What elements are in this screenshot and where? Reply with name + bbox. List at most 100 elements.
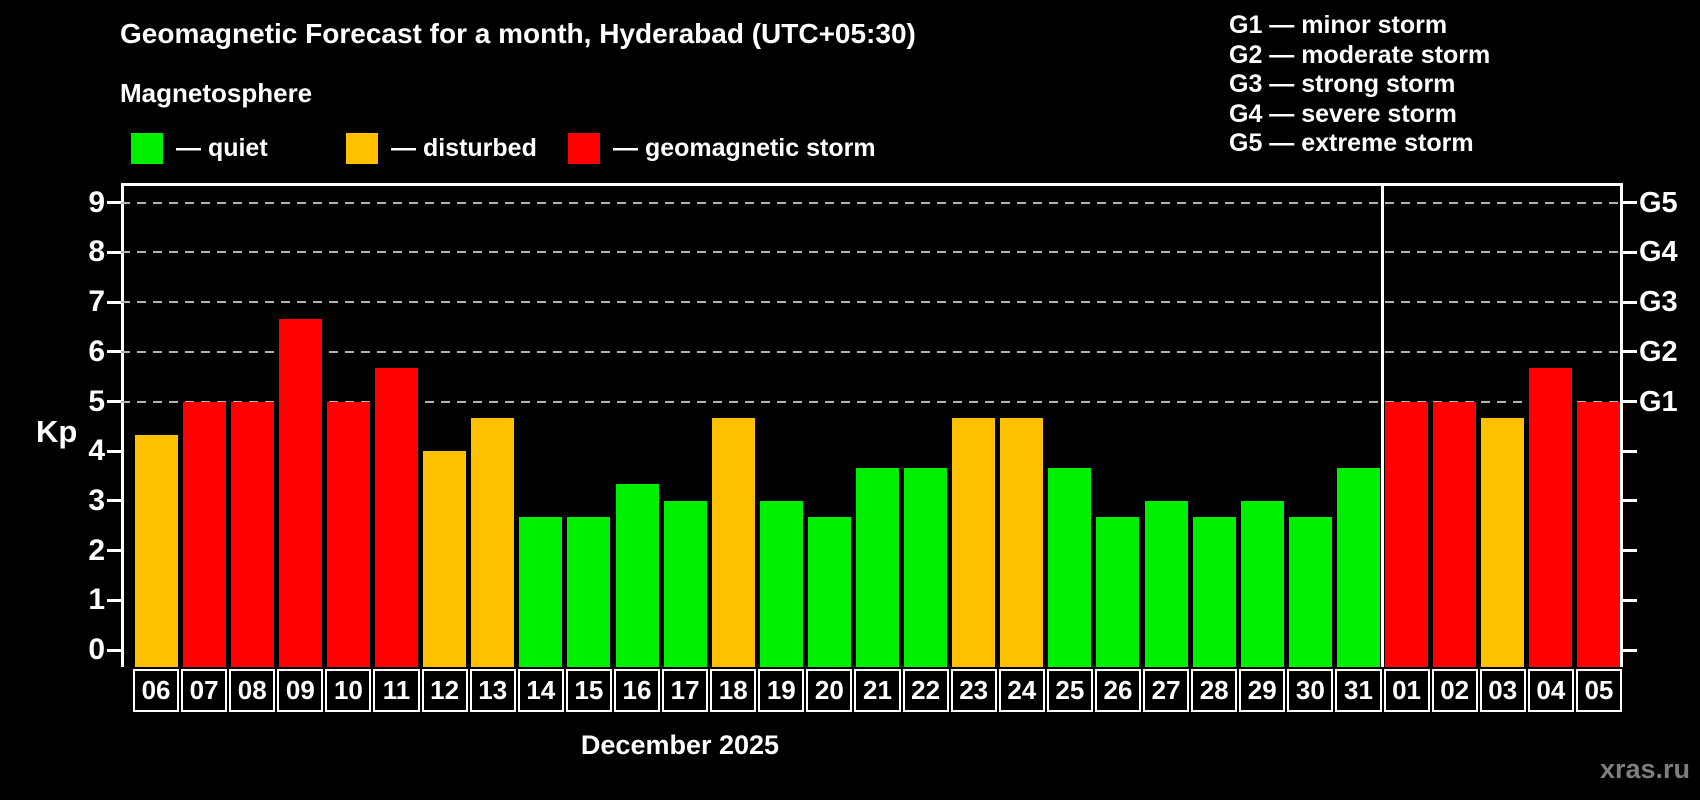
right-tick-3 [1623,499,1637,503]
date-label-24: 24 [998,669,1045,712]
kp-tick-label-3: 3 [88,483,105,517]
date-label-11: 11 [373,669,420,712]
date-label-31: 31 [1335,669,1382,712]
legend-item-quiet: — quiet [131,130,268,166]
right-tick-8 [1623,250,1637,254]
left-tick-8 [107,250,121,254]
bar-day-25 [1048,467,1092,667]
g-legend-line: G2 — moderate storm [1229,40,1491,69]
left-tick-0 [107,648,121,652]
bar-day-06 [134,434,178,667]
date-label-03: 03 [1479,669,1526,712]
bar-day-08 [230,401,274,667]
legend-item-label: — geomagnetic storm [613,133,876,162]
left-tick-1 [107,598,121,602]
right-tick-6 [1623,350,1637,354]
kp-tick-label-5: 5 [88,384,105,418]
legend-item-label: — quiet [176,133,268,162]
bar-day-11 [375,368,419,667]
bar-day-19 [759,500,803,667]
right-tick-5 [1623,400,1637,403]
gridline-kp-9 [121,201,1623,204]
date-label-17: 17 [662,669,709,712]
date-label-22: 22 [902,669,949,712]
bar-day-07 [182,401,226,667]
bar-day-14 [519,517,563,667]
date-label-18: 18 [710,669,757,712]
month-separator-line [1381,183,1385,667]
bar-day-31 [1336,467,1380,667]
gridline-kp-6 [121,350,1623,353]
g-legend-line: G4 — severe storm [1229,99,1457,128]
kp-state-legend: — quiet — disturbed — geomagnetic storm [0,130,1100,166]
left-tick-7 [107,300,121,304]
page-title: Geomagnetic Forecast for a month, Hydera… [120,18,916,49]
date-label-06: 06 [133,669,180,712]
bar-day-23 [952,417,996,667]
bar-day-28 [1192,517,1236,667]
kp-tick-label-4: 4 [88,434,105,468]
right-tick-1 [1623,598,1637,602]
bar-day-16 [615,484,659,667]
g-tick-label-G1: G1 [1639,385,1678,418]
date-label-05: 05 [1575,669,1622,712]
date-label-20: 20 [806,669,853,712]
left-tick-5 [107,400,121,403]
g-tick-label-G4: G4 [1639,236,1678,269]
bar-day-03 [1481,417,1525,667]
date-label-23: 23 [950,669,997,712]
bar-day-24 [1000,417,1044,667]
left-tick-3 [107,499,121,503]
bar-day-01 [1385,401,1429,667]
date-label-12: 12 [421,669,468,712]
bar-day-20 [807,517,851,667]
legend-swatch-storm-icon [568,132,600,164]
left-tick-6 [107,350,121,354]
kp-tick-label-1: 1 [88,583,105,617]
bar-day-04 [1529,368,1573,667]
date-label-16: 16 [613,669,661,712]
date-label-02: 02 [1431,669,1478,712]
y-axis-title: Kp [36,414,78,449]
date-label-25: 25 [1046,669,1093,712]
right-tick-4 [1623,449,1637,453]
bar-day-30 [1288,517,1332,667]
legend-item-label: — disturbed [391,133,537,162]
kp-tick-label-2: 2 [88,533,105,567]
date-label-27: 27 [1143,669,1190,712]
bar-day-10 [326,401,370,667]
gridline-kp-8 [121,251,1623,254]
date-label-26: 26 [1094,669,1142,712]
x-axis-title: December 2025 [580,730,780,760]
date-label-15: 15 [565,669,612,712]
date-label-01: 01 [1383,669,1430,712]
right-tick-7 [1623,300,1637,304]
date-label-07: 07 [181,669,228,712]
g-tick-label-G3: G3 [1639,286,1678,319]
bar-day-17 [663,500,707,667]
date-label-08: 08 [229,669,276,712]
date-label-21: 21 [854,669,901,712]
date-label-10: 10 [325,669,372,712]
gridline-kp-5 [121,400,1623,403]
bar-day-02 [1433,401,1477,667]
date-label-09: 09 [277,669,324,712]
g-tick-label-G5: G5 [1639,186,1678,219]
g-tick-label-G2: G2 [1639,335,1678,368]
date-label-13: 13 [469,669,516,712]
kp-tick-label-9: 9 [88,185,105,219]
legend-swatch-disturbed-icon [346,132,378,164]
gridline-kp-7 [121,301,1623,304]
left-tick-2 [107,549,121,553]
bar-day-15 [567,517,611,667]
date-label-28: 28 [1191,669,1238,712]
plot-area [121,183,1623,667]
bar-day-18 [711,417,755,667]
g-legend-line: G5 — extreme storm [1229,129,1474,157]
bar-day-26 [1096,517,1140,667]
left-tick-4 [107,449,121,453]
date-label-14: 14 [517,669,564,712]
legend-item-storm: — geomagnetic storm [568,130,876,166]
bar-day-22 [904,467,948,667]
